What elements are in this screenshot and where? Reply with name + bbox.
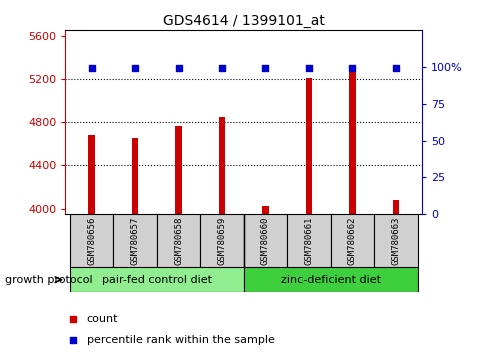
Bar bbox=[392, 200, 398, 214]
Text: count: count bbox=[87, 314, 118, 324]
Point bbox=[304, 65, 312, 71]
Bar bbox=[175, 126, 182, 214]
Point bbox=[69, 337, 76, 343]
Text: GSM780658: GSM780658 bbox=[174, 217, 182, 265]
Text: percentile rank within the sample: percentile rank within the sample bbox=[87, 335, 274, 345]
Bar bbox=[156, 214, 200, 267]
Bar bbox=[287, 214, 330, 267]
Text: GSM780659: GSM780659 bbox=[217, 217, 226, 265]
Text: zinc-deficient diet: zinc-deficient diet bbox=[280, 275, 380, 285]
Point bbox=[69, 316, 76, 321]
Bar bbox=[132, 138, 138, 214]
Point bbox=[174, 65, 182, 71]
Bar bbox=[243, 214, 287, 267]
Bar bbox=[348, 69, 355, 214]
Text: GSM780661: GSM780661 bbox=[304, 217, 313, 265]
Bar bbox=[70, 267, 243, 292]
Text: growth protocol: growth protocol bbox=[5, 275, 92, 285]
Bar bbox=[262, 206, 268, 214]
Text: pair-fed control diet: pair-fed control diet bbox=[102, 275, 212, 285]
Bar bbox=[305, 78, 312, 214]
Bar bbox=[330, 214, 373, 267]
Bar bbox=[70, 214, 113, 267]
Point bbox=[131, 65, 138, 71]
Text: GSM780663: GSM780663 bbox=[391, 217, 399, 265]
Text: GSM780660: GSM780660 bbox=[260, 217, 270, 265]
Bar bbox=[373, 214, 417, 267]
Point bbox=[218, 65, 226, 71]
Title: GDS4614 / 1399101_at: GDS4614 / 1399101_at bbox=[163, 14, 324, 28]
Bar bbox=[88, 135, 95, 214]
Text: GSM780656: GSM780656 bbox=[87, 217, 96, 265]
Bar bbox=[200, 214, 243, 267]
Point bbox=[88, 65, 95, 71]
Text: GSM780657: GSM780657 bbox=[130, 217, 139, 265]
Bar bbox=[113, 214, 156, 267]
Bar bbox=[243, 267, 417, 292]
Text: GSM780662: GSM780662 bbox=[347, 217, 356, 265]
Bar bbox=[218, 117, 225, 214]
Point bbox=[391, 65, 399, 71]
Point bbox=[348, 65, 356, 71]
Point bbox=[261, 65, 269, 71]
